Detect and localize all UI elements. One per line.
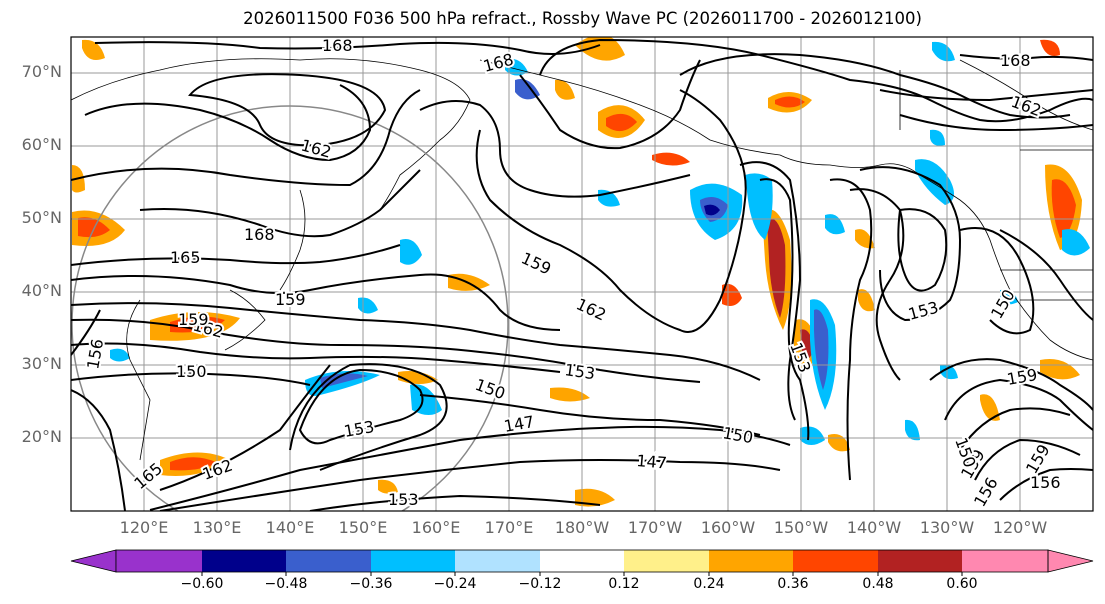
region-circle [71, 105, 509, 511]
height-contours [71, 38, 1093, 511]
lat-label: 40°N [21, 281, 62, 300]
contour-label: 168 [322, 36, 353, 55]
colorbar-segment [455, 550, 540, 572]
contour-label: 156 [1030, 473, 1061, 492]
colorbar-tick-label: 0.36 [777, 576, 809, 592]
map-gridlines [71, 37, 1093, 511]
lat-label: 20°N [21, 427, 62, 446]
colorbar-tick-label: −0.24 [433, 576, 477, 592]
map-frame [70, 36, 1094, 512]
lon-label: 160°W [700, 518, 756, 537]
lon-label: 120°W [992, 518, 1048, 537]
lon-label: 140°W [846, 518, 902, 537]
lon-label: 160°E [411, 518, 461, 537]
colorbar [70, 549, 1094, 576]
contour-label: 165 [170, 248, 201, 267]
colorbar-tick-label: 0.24 [693, 576, 725, 592]
lat-label: 60°N [21, 135, 62, 154]
colorbar-tick-label: −0.60 [180, 576, 224, 592]
lon-label: 170°W [627, 518, 683, 537]
colorbar-segment [116, 550, 202, 572]
colorbar-segment [878, 550, 962, 572]
contour-label: 153 [388, 490, 419, 509]
colorbar-tick-label: −0.36 [349, 576, 393, 592]
coastlines [71, 58, 1093, 461]
lat-label: 70°N [21, 62, 62, 81]
lon-label: 150°E [338, 518, 388, 537]
colorbar-segment [962, 550, 1048, 572]
lon-label: 180°W [554, 518, 610, 537]
lon-label: 130°W [919, 518, 975, 537]
contour-label: 168 [1000, 51, 1031, 70]
colorbar-segment [202, 550, 286, 572]
colorbar-segment [540, 550, 624, 572]
colorbar-segment [371, 550, 455, 572]
map-title: 2026011500 F036 500 hPa refract., Rossby… [243, 9, 922, 28]
colorbar-segment [286, 550, 371, 572]
colorbar-outline [115, 549, 1049, 573]
lat-label: 50°N [21, 208, 62, 227]
colorbar-tick-label: −0.48 [264, 576, 308, 592]
colorbar-extend-low [70, 549, 117, 573]
lat-label: 30°N [21, 354, 62, 373]
lon-label: 120°E [119, 518, 169, 537]
colorbar-extend-high [1047, 549, 1094, 573]
colorbar-segment [793, 550, 878, 572]
colorbar-tick-label: 0.12 [608, 576, 640, 592]
lon-label: 140°E [265, 518, 315, 537]
colorbar-tick-label: −0.12 [518, 576, 562, 592]
colorbar-tick-label: 0.48 [862, 576, 894, 592]
colorbar-tick-label: 0.60 [946, 576, 978, 592]
contour-label: 147 [636, 451, 668, 473]
contour-label: 147 [502, 412, 535, 436]
lon-label: 130°E [192, 518, 242, 537]
contour-label: 150 [176, 362, 207, 381]
lon-label: 170°E [484, 518, 534, 537]
lon-label: 150°W [773, 518, 829, 537]
contour-label: 159 [178, 310, 209, 329]
contour-label: 159 [275, 290, 306, 309]
colorbar-segment [624, 550, 709, 572]
contour-label: 168 [244, 225, 275, 244]
colorbar-segment [709, 550, 793, 572]
